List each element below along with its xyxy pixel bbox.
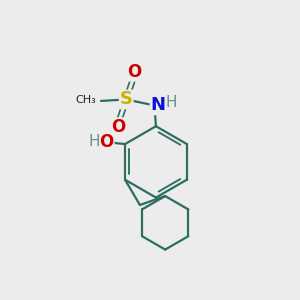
Text: O: O [100,133,114,151]
Text: CH₃: CH₃ [76,95,97,105]
Text: H: H [166,95,177,110]
Text: H: H [88,134,100,149]
Text: N: N [151,96,166,114]
Text: O: O [127,63,141,81]
Text: O: O [111,118,125,136]
Text: S: S [120,91,133,109]
